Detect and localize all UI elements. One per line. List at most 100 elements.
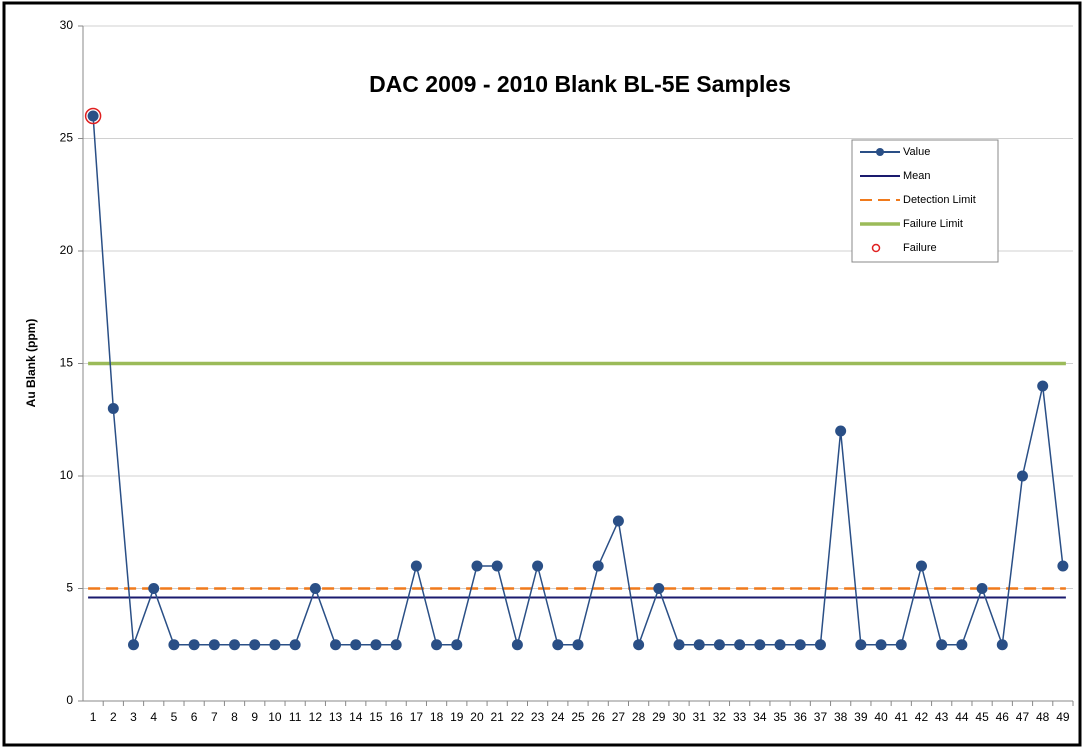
marker (511, 639, 523, 651)
x-tick-label: 24 (551, 710, 565, 724)
marker (956, 639, 968, 651)
x-tick-label: 47 (1016, 710, 1030, 724)
x-tick-label: 23 (531, 710, 545, 724)
legend-label: Failure Limit (903, 218, 963, 230)
legend-box (851, 139, 999, 263)
x-tick-label: 29 (652, 710, 666, 724)
x-tick-label: 27 (612, 710, 626, 724)
x-tick-label: 49 (1056, 710, 1070, 724)
marker (875, 639, 887, 651)
marker (1057, 560, 1069, 572)
x-tick-label: 20 (470, 710, 484, 724)
marker (269, 639, 281, 651)
x-tick-label: 40 (874, 710, 888, 724)
x-tick-label: 3 (130, 710, 137, 724)
marker (532, 560, 544, 572)
marker (895, 639, 907, 651)
x-tick-label: 36 (794, 710, 808, 724)
marker (168, 639, 180, 651)
x-tick-label: 39 (854, 710, 868, 724)
x-tick-label: 14 (349, 710, 363, 724)
marker (471, 560, 483, 572)
x-tick-label: 42 (915, 710, 929, 724)
marker (128, 639, 140, 651)
legend-label: Mean (903, 170, 931, 182)
x-tick-label: 22 (511, 710, 525, 724)
x-tick-label: 28 (632, 710, 646, 724)
marker (451, 639, 463, 651)
x-tick-label: 5 (171, 710, 178, 724)
marker (390, 639, 402, 651)
marker (855, 639, 867, 651)
x-tick-label: 45 (975, 710, 989, 724)
marker (289, 639, 301, 651)
marker (794, 639, 806, 651)
marker (734, 639, 746, 651)
marker (309, 583, 321, 594)
x-tick-label: 26 (592, 710, 606, 724)
y-tick-label: 5 (66, 581, 73, 595)
marker (754, 639, 766, 651)
x-tick-label: 48 (1036, 710, 1050, 724)
legend-label: Detection Limit (903, 194, 976, 206)
marker (188, 639, 200, 651)
marker (572, 639, 584, 651)
marker (612, 515, 624, 527)
x-tick-label: 13 (329, 710, 343, 724)
x-tick-label: 15 (369, 710, 383, 724)
x-tick-label: 1 (90, 710, 97, 724)
x-tick-label: 2 (110, 710, 117, 724)
legend-label: Value (903, 146, 930, 158)
marker (1016, 470, 1028, 482)
marker (370, 639, 382, 651)
legend-label: Failure (903, 242, 937, 254)
marker (552, 639, 564, 651)
x-tick-label: 30 (672, 710, 686, 724)
y-tick-label: 15 (60, 356, 74, 370)
x-tick-label: 31 (693, 710, 707, 724)
marker (1037, 380, 1049, 392)
x-tick-label: 35 (773, 710, 787, 724)
x-tick-label: 16 (389, 710, 403, 724)
marker (410, 560, 422, 572)
marker (148, 583, 160, 594)
marker (107, 403, 119, 414)
marker (249, 639, 261, 651)
legend-symbol (871, 243, 881, 253)
x-tick-label: 44 (955, 710, 969, 724)
legend-symbol (876, 148, 884, 156)
marker (653, 583, 665, 594)
marker (633, 639, 645, 651)
x-tick-label: 34 (753, 710, 767, 724)
marker (350, 639, 362, 651)
marker (976, 583, 988, 594)
marker (330, 639, 342, 651)
failure-marker (84, 107, 102, 125)
marker (936, 639, 948, 651)
marker (693, 639, 705, 651)
x-tick-label: 32 (713, 710, 727, 724)
y-tick-label: 20 (60, 243, 74, 257)
x-tick-label: 12 (309, 710, 323, 724)
y-tick-label: 0 (66, 693, 73, 707)
chart-title: DAC 2009 - 2010 Blank BL-5E Samples (369, 71, 791, 97)
x-tick-label: 19 (450, 710, 464, 724)
x-tick-label: 8 (231, 710, 238, 724)
x-tick-label: 10 (268, 710, 282, 724)
y-tick-label: 30 (60, 18, 74, 32)
x-tick-label: 43 (935, 710, 949, 724)
marker (835, 425, 847, 437)
x-tick-label: 4 (150, 710, 157, 724)
x-tick-label: 21 (491, 710, 505, 724)
x-tick-label: 7 (211, 710, 218, 724)
marker (996, 639, 1008, 651)
marker (915, 560, 927, 572)
x-tick-label: 18 (430, 710, 444, 724)
x-tick-label: 38 (834, 710, 848, 724)
marker (592, 560, 604, 572)
y-tick-label: 10 (60, 468, 74, 482)
marker (208, 639, 220, 651)
marker (431, 639, 443, 651)
